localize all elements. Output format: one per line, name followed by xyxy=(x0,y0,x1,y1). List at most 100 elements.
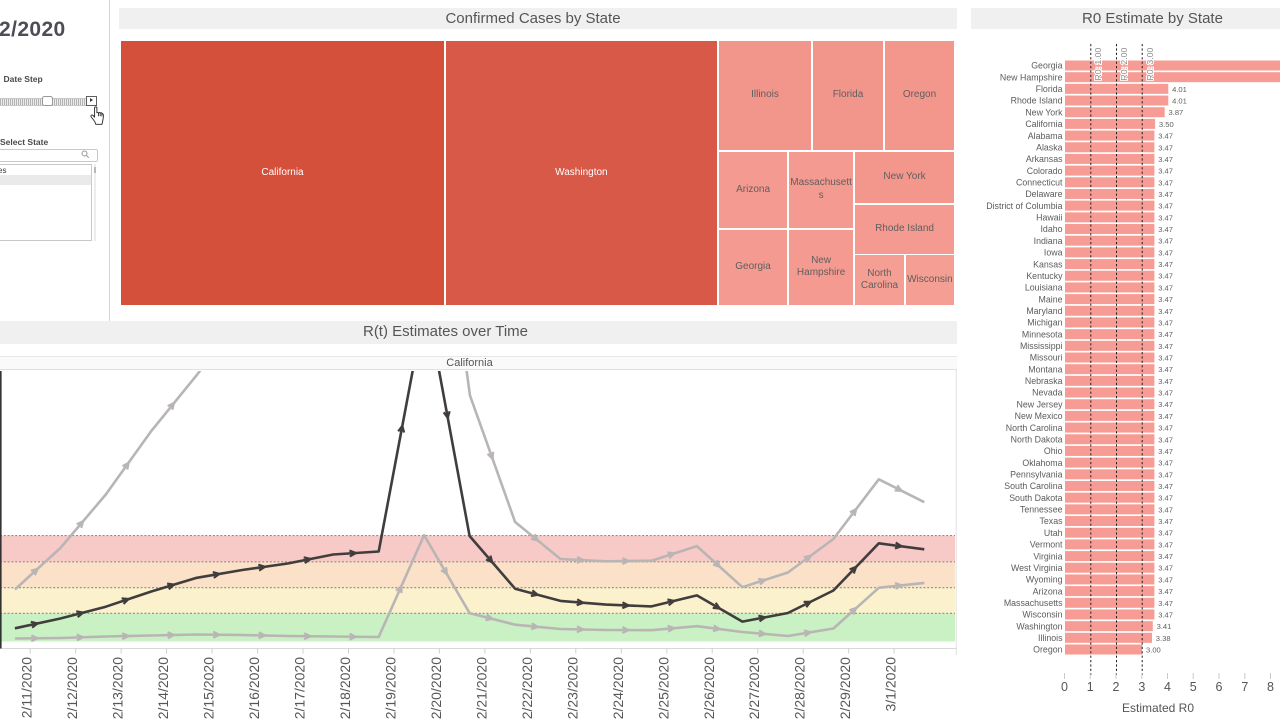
svg-text:Florida: Florida xyxy=(1036,84,1063,94)
svg-text:3.47: 3.47 xyxy=(1158,225,1173,234)
svg-text:3.47: 3.47 xyxy=(1158,167,1173,176)
svg-text:New Hampshire: New Hampshire xyxy=(1000,72,1063,82)
svg-text:Missouri: Missouri xyxy=(1030,353,1063,363)
svg-text:Pennsylvania: Pennsylvania xyxy=(1010,470,1062,480)
svg-text:Estimated R0: Estimated R0 xyxy=(1122,701,1194,715)
svg-text:Arizona: Arizona xyxy=(1033,586,1063,596)
svg-text:3.47: 3.47 xyxy=(1158,272,1173,281)
svg-text:Kentucky: Kentucky xyxy=(1026,271,1063,281)
svg-text:Nevada: Nevada xyxy=(1032,388,1062,398)
svg-text:3.47: 3.47 xyxy=(1158,552,1173,561)
svg-text:Hawaii: Hawaii xyxy=(1036,213,1062,223)
svg-text:North Dakota: North Dakota xyxy=(1011,434,1063,444)
svg-text:South Dakota: South Dakota xyxy=(1009,493,1062,503)
svg-text:3.47: 3.47 xyxy=(1158,517,1173,526)
svg-text:8: 8 xyxy=(1267,680,1274,694)
svg-text:Minnesota: Minnesota xyxy=(1022,329,1063,339)
svg-text:6: 6 xyxy=(1216,680,1223,694)
svg-text:2/15/2020: 2/15/2020 xyxy=(201,657,217,719)
svg-text:Indiana: Indiana xyxy=(1034,236,1063,246)
svg-text:7: 7 xyxy=(1241,680,1248,694)
svg-text:3.00: 3.00 xyxy=(1146,646,1161,655)
svg-text:3.47: 3.47 xyxy=(1158,365,1173,374)
svg-text:2/26/2020: 2/26/2020 xyxy=(701,657,717,719)
svg-text:New Mexico: New Mexico xyxy=(1015,411,1063,421)
svg-text:2/17/2020: 2/17/2020 xyxy=(292,657,308,719)
svg-text:3.47: 3.47 xyxy=(1158,295,1173,304)
svg-text:3.47: 3.47 xyxy=(1158,564,1173,573)
svg-text:Ohio: Ohio xyxy=(1044,446,1063,456)
svg-text:3.87: 3.87 xyxy=(1169,108,1184,117)
svg-text:1: 1 xyxy=(1087,680,1094,694)
svg-text:3.47: 3.47 xyxy=(1158,132,1173,141)
svg-text:Virginia: Virginia xyxy=(1033,551,1062,561)
svg-text:3.47: 3.47 xyxy=(1158,155,1173,164)
svg-text:3.47: 3.47 xyxy=(1158,459,1173,468)
svg-text:New Jersey: New Jersey xyxy=(1017,399,1064,409)
svg-text:Delaware: Delaware xyxy=(1025,189,1062,199)
svg-text:Idaho: Idaho xyxy=(1040,224,1062,234)
svg-text:Louisiana: Louisiana xyxy=(1025,283,1063,293)
svg-text:2/16/2020: 2/16/2020 xyxy=(246,657,262,719)
svg-text:Iowa: Iowa xyxy=(1044,248,1063,258)
svg-text:3.47: 3.47 xyxy=(1158,248,1173,257)
svg-text:3.47: 3.47 xyxy=(1158,424,1173,433)
svg-text:R0: 3.00: R0: 3.00 xyxy=(1145,47,1155,80)
svg-text:Tennessee: Tennessee xyxy=(1020,505,1063,515)
svg-text:2/11/2020: 2/11/2020 xyxy=(19,657,35,718)
svg-text:4.01: 4.01 xyxy=(1172,97,1187,106)
svg-text:Alaska: Alaska xyxy=(1036,142,1063,152)
svg-text:3.47: 3.47 xyxy=(1158,587,1173,596)
svg-text:Georgia: Georgia xyxy=(1031,61,1062,71)
svg-text:3.47: 3.47 xyxy=(1158,178,1173,187)
svg-text:2/18/2020: 2/18/2020 xyxy=(337,657,353,719)
svg-text:Washington: Washington xyxy=(1016,621,1062,631)
svg-text:3.47: 3.47 xyxy=(1158,307,1173,316)
svg-text:Maine: Maine xyxy=(1039,294,1063,304)
svg-text:3.47: 3.47 xyxy=(1158,447,1173,456)
svg-text:Vermont: Vermont xyxy=(1030,540,1063,550)
svg-text:Montana: Montana xyxy=(1028,364,1062,374)
svg-text:Michigan: Michigan xyxy=(1027,318,1062,328)
svg-text:3.47: 3.47 xyxy=(1158,260,1173,269)
svg-text:2/29/2020: 2/29/2020 xyxy=(837,657,853,719)
svg-text:3.47: 3.47 xyxy=(1158,470,1173,479)
svg-text:New York: New York xyxy=(1025,107,1063,117)
svg-text:4.01: 4.01 xyxy=(1172,85,1187,94)
svg-text:2/13/2020: 2/13/2020 xyxy=(110,657,126,719)
svg-text:2/23/2020: 2/23/2020 xyxy=(564,657,580,719)
svg-text:2/24/2020: 2/24/2020 xyxy=(610,657,626,719)
svg-text:Wisconsin: Wisconsin xyxy=(1022,610,1062,620)
svg-text:3.47: 3.47 xyxy=(1158,318,1173,327)
svg-text:Texas: Texas xyxy=(1040,516,1064,526)
svg-text:Kansas: Kansas xyxy=(1033,259,1063,269)
svg-text:Illinois: Illinois xyxy=(1038,633,1063,643)
svg-text:3.47: 3.47 xyxy=(1158,354,1173,363)
svg-text:3.41: 3.41 xyxy=(1157,622,1172,631)
svg-text:3.50: 3.50 xyxy=(1159,120,1174,129)
svg-text:3.47: 3.47 xyxy=(1158,400,1173,409)
svg-text:4: 4 xyxy=(1164,680,1171,694)
svg-text:2/12/2020: 2/12/2020 xyxy=(64,657,80,719)
svg-text:California: California xyxy=(1025,119,1062,129)
svg-text:Mississippi: Mississippi xyxy=(1020,341,1063,351)
svg-text:Connecticut: Connecticut xyxy=(1016,178,1063,188)
svg-text:Alabama: Alabama xyxy=(1028,131,1063,141)
svg-text:2/27/2020: 2/27/2020 xyxy=(746,657,762,719)
svg-text:3.47: 3.47 xyxy=(1158,389,1173,398)
svg-text:3.47: 3.47 xyxy=(1158,377,1173,386)
svg-text:3.47: 3.47 xyxy=(1158,342,1173,351)
svg-text:R0: 1.00: R0: 1.00 xyxy=(1093,47,1103,80)
svg-text:2: 2 xyxy=(1113,680,1120,694)
svg-text:3.38: 3.38 xyxy=(1156,634,1171,643)
svg-text:North Carolina: North Carolina xyxy=(1006,423,1063,433)
svg-text:West Virginia: West Virginia xyxy=(1011,563,1063,573)
svg-text:3.47: 3.47 xyxy=(1158,599,1173,608)
svg-text:Rhode Island: Rhode Island xyxy=(1011,96,1063,106)
svg-text:3.47: 3.47 xyxy=(1158,610,1173,619)
svg-text:2/21/2020: 2/21/2020 xyxy=(473,657,489,719)
svg-text:3.47: 3.47 xyxy=(1158,412,1173,421)
svg-text:3.47: 3.47 xyxy=(1158,213,1173,222)
svg-text:3.47: 3.47 xyxy=(1158,540,1173,549)
svg-text:Colorado: Colorado xyxy=(1027,166,1063,176)
